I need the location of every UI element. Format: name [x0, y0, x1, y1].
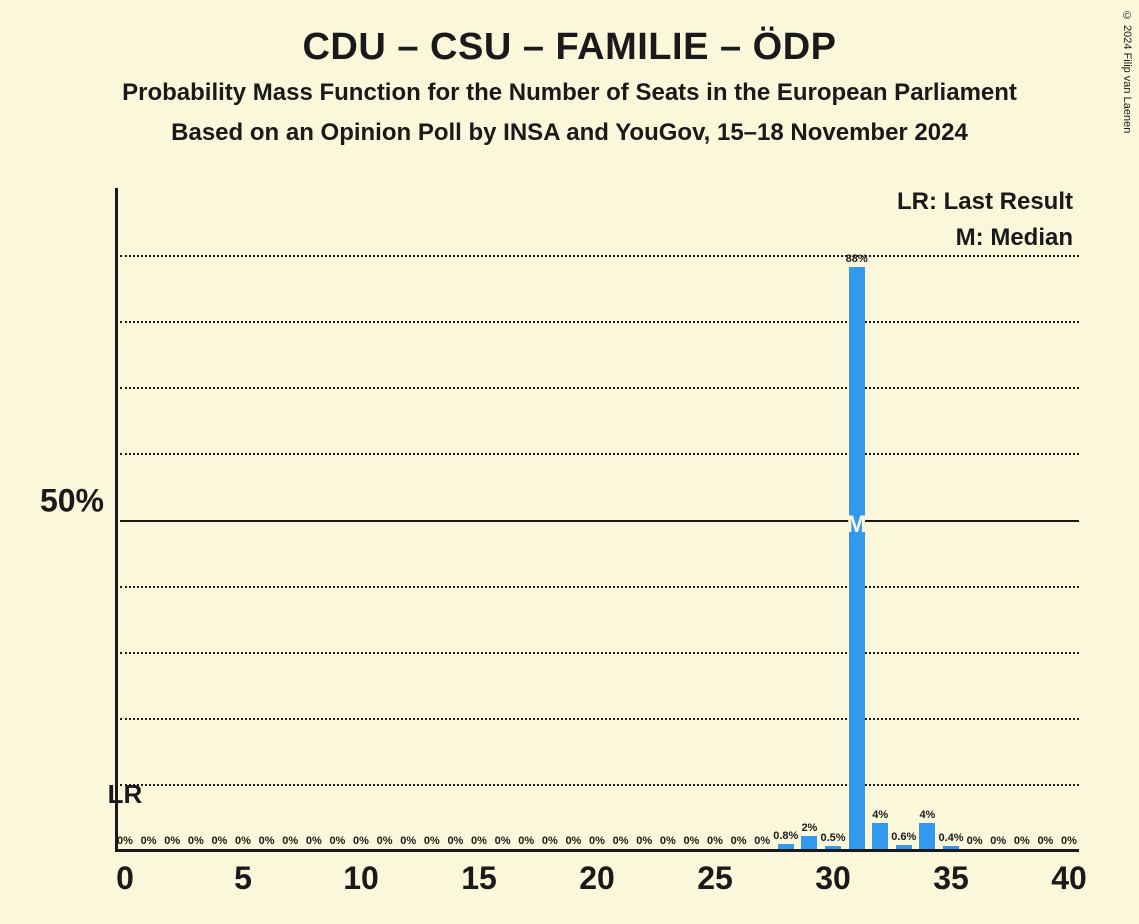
bar-value-label: 0.8%: [773, 830, 798, 842]
grid-line: [120, 652, 1079, 654]
x-tick-label: 0: [116, 860, 134, 897]
bar-value-label: 0%: [1037, 835, 1053, 847]
bar-value-label: 0.5%: [820, 832, 845, 844]
grid-line: [120, 586, 1079, 588]
bar: [825, 846, 841, 849]
bar-value-label: 0%: [377, 835, 393, 847]
bar: [943, 846, 959, 849]
title-block: CDU – CSU – FAMILIE – ÖDP Probability Ma…: [0, 0, 1139, 147]
median-marker: M: [847, 511, 867, 539]
bar-value-label: 0%: [518, 835, 534, 847]
bar-value-label: 0%: [353, 835, 369, 847]
bar-value-label: 0%: [211, 835, 227, 847]
legend-m: M: Median: [897, 224, 1073, 252]
bar-value-label: 0%: [707, 835, 723, 847]
grid-line: [120, 453, 1079, 455]
grid-line: [120, 784, 1079, 786]
bar-value-label: 0%: [495, 835, 511, 847]
bar-value-label: 0.6%: [891, 831, 916, 843]
chart-subtitle-1: Probability Mass Function for the Number…: [0, 79, 1139, 107]
grid-line: [120, 520, 1079, 522]
legend-lr: LR: Last Result: [897, 188, 1073, 216]
x-tick-label: 20: [579, 860, 615, 897]
y-tick-label: 50%: [40, 482, 104, 519]
bar-value-label: 0%: [400, 835, 416, 847]
bar-value-label: 4%: [872, 809, 888, 821]
bar-value-label: 2%: [801, 822, 817, 834]
bar-value-label: 0%: [636, 835, 652, 847]
chart-plot-area: LR: Last Result M: Median 50%05101520253…: [115, 188, 1079, 852]
grid-line: [120, 718, 1079, 720]
bar-value-label: 0%: [589, 835, 605, 847]
bar-value-label: 0%: [967, 835, 983, 847]
copyright-text: © 2024 Filip van Laenen: [1121, 10, 1133, 133]
grid-line: [120, 321, 1079, 323]
bar: [919, 823, 935, 849]
bar-value-label: 0%: [424, 835, 440, 847]
bar-value-label: 0%: [731, 835, 747, 847]
bar-value-label: 0%: [990, 835, 1006, 847]
x-tick-label: 15: [461, 860, 497, 897]
bar-value-label: 4%: [919, 809, 935, 821]
bar: [872, 823, 888, 849]
y-axis: [115, 188, 118, 852]
bar-value-label: 0.4%: [938, 832, 963, 844]
bar-value-label: 0%: [117, 835, 133, 847]
bar-value-label: 0%: [447, 835, 463, 847]
x-tick-label: 35: [933, 860, 969, 897]
bar-value-label: 0%: [282, 835, 298, 847]
legend: LR: Last Result M: Median: [897, 188, 1073, 260]
grid-line: [120, 387, 1079, 389]
bar-value-label: 0%: [1014, 835, 1030, 847]
bar-value-label: 0%: [141, 835, 157, 847]
bar: [801, 836, 817, 849]
bar-value-label: 88%: [846, 253, 868, 265]
bar: [849, 267, 865, 849]
bar-value-label: 0%: [542, 835, 558, 847]
bar-value-label: 0%: [329, 835, 345, 847]
x-tick-label: 30: [815, 860, 851, 897]
bar-value-label: 0%: [565, 835, 581, 847]
x-axis: [115, 849, 1079, 852]
bar: [778, 844, 794, 849]
bar-value-label: 0%: [188, 835, 204, 847]
bar-value-label: 0%: [259, 835, 275, 847]
chart-subtitle-2: Based on an Opinion Poll by INSA and You…: [0, 119, 1139, 147]
grid-line: [120, 255, 1079, 257]
bar-value-label: 0%: [306, 835, 322, 847]
bar-value-label: 0%: [471, 835, 487, 847]
chart-title: CDU – CSU – FAMILIE – ÖDP: [0, 26, 1139, 69]
bar-value-label: 0%: [613, 835, 629, 847]
bar: [896, 845, 912, 849]
bar-value-label: 0%: [235, 835, 251, 847]
x-tick-label: 25: [697, 860, 733, 897]
bar-value-label: 0%: [754, 835, 770, 847]
x-tick-label: 40: [1051, 860, 1087, 897]
bar-value-label: 0%: [1061, 835, 1077, 847]
bar-value-label: 0%: [164, 835, 180, 847]
bar-value-label: 0%: [660, 835, 676, 847]
x-tick-label: 5: [234, 860, 252, 897]
last-result-marker: LR: [108, 779, 143, 810]
x-tick-label: 10: [343, 860, 379, 897]
bar-value-label: 0%: [683, 835, 699, 847]
